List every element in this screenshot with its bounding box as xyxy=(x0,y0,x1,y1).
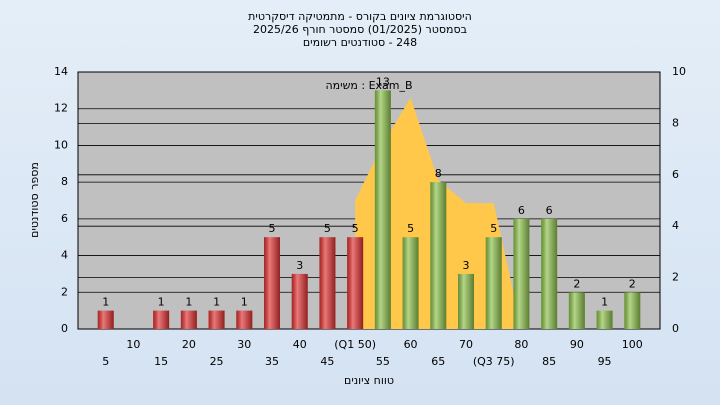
y-tick-label: 2 xyxy=(61,285,68,298)
bar-shade xyxy=(541,218,558,329)
data-label: 2 xyxy=(573,277,580,290)
data-label: 5 xyxy=(352,222,359,235)
x-tick-label: 20 xyxy=(182,338,196,351)
data-label: 8 xyxy=(435,167,442,180)
bar-shade xyxy=(264,237,280,329)
y2-tick-label: 8 xyxy=(672,116,679,129)
data-label: 1 xyxy=(158,296,165,309)
x-tick-label: 100 xyxy=(622,338,643,351)
y-tick-label: 0 xyxy=(61,322,68,335)
y-tick-label: 4 xyxy=(61,249,68,262)
bar-shade xyxy=(596,310,613,329)
data-label: 5 xyxy=(407,222,414,235)
data-label: 5 xyxy=(269,222,276,235)
data-label: 6 xyxy=(518,204,525,217)
data-label: 3 xyxy=(296,259,303,272)
bar-shade xyxy=(153,310,170,329)
x-tick-label: (Q1 50) xyxy=(334,338,376,351)
y2-tick-label: 2 xyxy=(672,271,679,284)
bar-shade xyxy=(97,310,114,329)
data-label: 1 xyxy=(213,296,220,309)
data-label: 13 xyxy=(376,75,390,88)
bar-shade xyxy=(485,237,502,329)
y-tick-label: 8 xyxy=(61,175,68,188)
bar-shade xyxy=(291,273,308,329)
x-tick-label: 35 xyxy=(265,355,279,368)
bar-shade xyxy=(374,90,391,329)
x-tick-label: 95 xyxy=(598,355,612,368)
data-label: 2 xyxy=(629,277,636,290)
data-label: 1 xyxy=(185,296,192,309)
bar-shade xyxy=(402,237,419,329)
x-tick-label: 70 xyxy=(459,338,473,351)
y2-tick-label: 4 xyxy=(672,219,679,232)
annotation: Exam_B : משימה xyxy=(325,79,412,92)
bar-shade xyxy=(319,237,336,329)
bar-shade xyxy=(430,182,447,329)
x-tick-label: (Q3 75) xyxy=(473,355,515,368)
x-tick-label: 10 xyxy=(126,338,140,351)
y-axis-label: מספר סטודנטים xyxy=(28,162,41,238)
bar-shade xyxy=(208,310,225,329)
data-label: 1 xyxy=(102,296,109,309)
data-label: 1 xyxy=(241,296,248,309)
x-tick-label: 5 xyxy=(102,355,109,368)
bar-shade xyxy=(513,218,530,329)
x-tick-label: 25 xyxy=(210,355,224,368)
x-tick-label: 90 xyxy=(570,338,584,351)
y2-tick-label: 0 xyxy=(672,322,679,335)
x-tick-label: 60 xyxy=(404,338,418,351)
data-label: 1 xyxy=(601,296,608,309)
bar-shade xyxy=(347,237,364,329)
x-axis-label: טווח ציונים xyxy=(344,374,394,387)
x-tick-label: 40 xyxy=(293,338,307,351)
y-tick-label: 10 xyxy=(54,138,68,151)
bar-shade xyxy=(568,292,585,329)
y-tick-label: 6 xyxy=(61,212,68,225)
x-tick-label: 80 xyxy=(514,338,528,351)
data-label: 6 xyxy=(546,204,553,217)
data-label: 3 xyxy=(463,259,470,272)
x-tick-label: 85 xyxy=(542,355,556,368)
x-tick-label: 45 xyxy=(320,355,334,368)
chart-subtitle: בסמסטר (01/2025) סמסטר חורף 2025/26 xyxy=(253,23,467,36)
y-tick-label: 14 xyxy=(54,65,68,78)
x-tick-label: 55 xyxy=(376,355,390,368)
bar-shade xyxy=(624,292,641,329)
bar-shade xyxy=(458,273,474,329)
chart-title: היסטוגרמת ציונים בקורס - מתמטיקה דיסקרטי… xyxy=(248,10,472,23)
data-label: 5 xyxy=(324,222,331,235)
bar-shade xyxy=(180,310,197,329)
y-tick-label: 12 xyxy=(54,102,68,115)
y2-tick-label: 6 xyxy=(672,168,679,181)
x-tick-label: 15 xyxy=(154,355,168,368)
bar-shade xyxy=(236,310,253,329)
chart-subtitle: 248 - סטודנטים רשומים xyxy=(303,36,417,49)
x-tick-label: 65 xyxy=(431,355,445,368)
x-tick-label: 30 xyxy=(237,338,251,351)
data-label: 5 xyxy=(490,222,497,235)
y2-tick-label: 10 xyxy=(672,65,686,78)
